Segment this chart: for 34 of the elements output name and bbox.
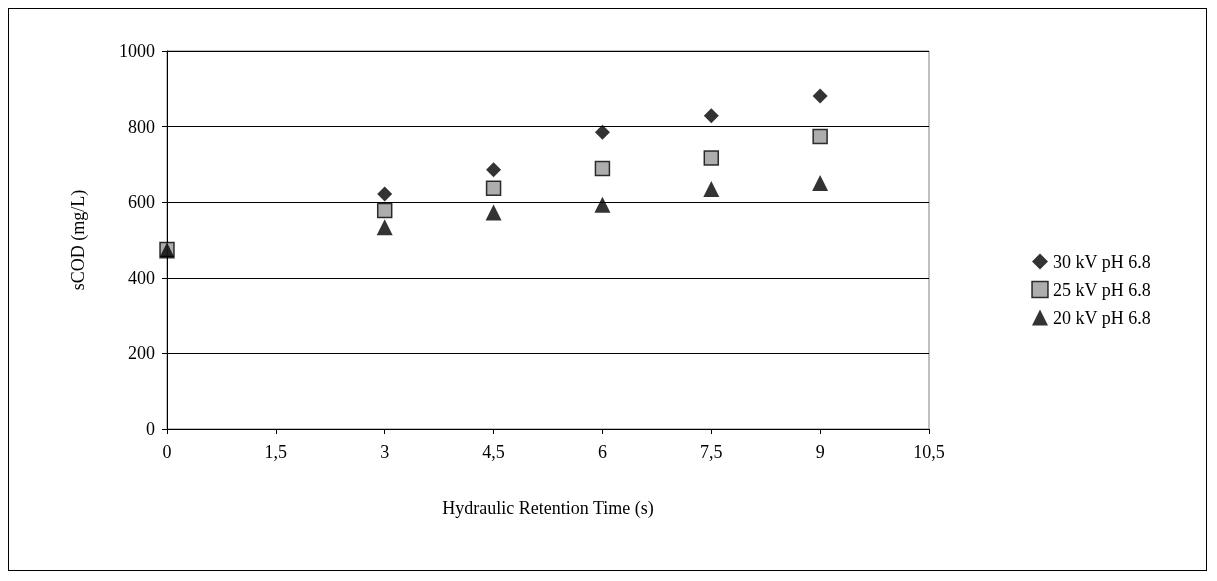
x-tick-label: 10,5 bbox=[913, 442, 945, 462]
point bbox=[812, 128, 828, 145]
y-tick-label: 200 bbox=[128, 343, 155, 364]
point bbox=[594, 196, 611, 213]
point bbox=[594, 160, 611, 177]
point bbox=[376, 202, 393, 219]
x-tick-label: 4,5 bbox=[482, 442, 505, 462]
x-tick-label: 3 bbox=[380, 442, 390, 462]
legend-label: 20 kV pH 6.8 bbox=[1053, 307, 1151, 328]
y-tick-label: 0 bbox=[146, 419, 155, 439]
legend-label: 25 kV pH 6.8 bbox=[1053, 279, 1151, 300]
y-axis-title: sCOD (mg/L) bbox=[68, 189, 89, 291]
x-tick-label: 0 bbox=[162, 442, 172, 462]
x-tick-label: 9 bbox=[815, 442, 825, 462]
point bbox=[486, 162, 502, 178]
y-tick-label: 600 bbox=[128, 192, 155, 213]
point bbox=[812, 88, 828, 104]
x-tick-label: 6 bbox=[597, 442, 607, 462]
y-tick-label: 800 bbox=[128, 116, 155, 137]
legend-label: 30 kV pH 6.8 bbox=[1053, 251, 1151, 272]
y-tick-label: 1000 bbox=[119, 41, 155, 61]
y-tick-label: 400 bbox=[128, 267, 155, 288]
x-tick-label: 7,5 bbox=[700, 442, 723, 462]
point bbox=[703, 108, 719, 124]
x-axis-title: Hydraulic Retention Time (s) bbox=[442, 498, 654, 519]
point bbox=[485, 180, 502, 196]
point bbox=[703, 180, 720, 197]
point bbox=[485, 204, 502, 221]
point bbox=[377, 186, 393, 202]
point bbox=[376, 219, 393, 236]
point bbox=[703, 150, 720, 166]
point bbox=[812, 174, 829, 191]
x-tick-label: 1,5 bbox=[264, 442, 288, 462]
point bbox=[594, 124, 610, 140]
